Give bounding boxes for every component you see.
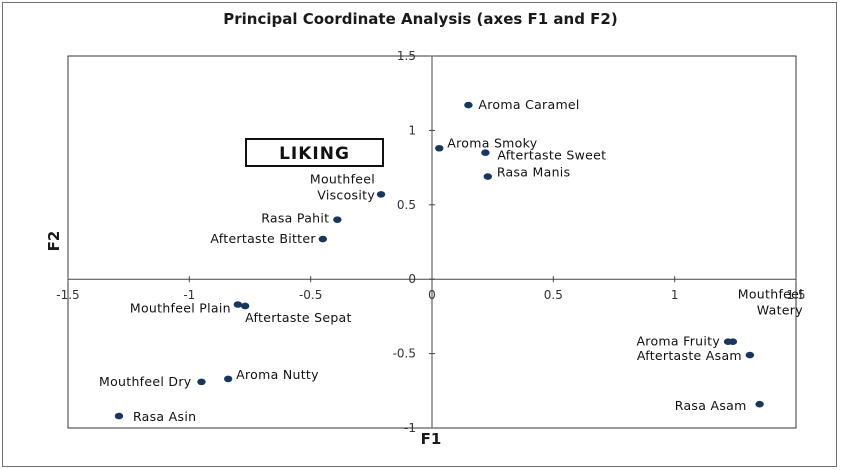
point-rasa-manis: [483, 173, 493, 180]
point-label-rasa-asin: Rasa Asin: [133, 409, 196, 424]
point-mouthfeel-dry: [197, 378, 206, 386]
point-label-aroma-smoky: Aroma Smoky: [447, 135, 537, 150]
point-label-mouthfeel-dry: Mouthfeel Dry: [99, 374, 192, 389]
x-tick-label: 0.5: [544, 288, 563, 302]
liking-annotation: LIKING: [245, 138, 384, 167]
chart-title: Principal Coordinate Analysis (axes F1 a…: [223, 10, 618, 28]
y-tick-label: -0.5: [393, 347, 416, 361]
point-aroma-smoky: [435, 144, 444, 152]
point-label-aftertaste-sweet: Aftertaste Sweet: [497, 148, 606, 163]
y-tick-label: 1: [408, 123, 416, 137]
point-aftertaste-asam: [745, 351, 755, 359]
point-label-aroma-fruity: Aroma Fruity: [636, 334, 720, 349]
point-aftertaste-bitter: [318, 235, 327, 243]
x-axis-label: F1: [421, 430, 442, 448]
point-label-aftertaste-sepat: Aftertaste Sepat: [245, 310, 352, 325]
y-tick-label: -1: [404, 421, 416, 435]
point-mouthfeel-viscosity: [376, 191, 386, 198]
point-label-aftertaste-bitter: Aftertaste Bitter: [210, 231, 316, 246]
point-rasa-asin: [114, 412, 124, 420]
point-aftertaste-sweet: [481, 149, 490, 157]
y-tick-label: 1.5: [397, 49, 416, 63]
y-tick-label: 0: [408, 272, 416, 286]
y-tick-label: 0.5: [397, 198, 416, 212]
point-label-aroma-nutty: Aroma Nutty: [236, 367, 319, 382]
point-label-rasa-pahit: Rasa Pahit: [261, 211, 329, 226]
point-label-rasa-asam: Rasa Asam: [675, 398, 747, 413]
point-aroma-fruity: [723, 338, 733, 345]
point-label-mouthfeel-viscosity: Mouthfeel Viscosity: [310, 171, 375, 202]
point-label-rasa-manis: Rasa Manis: [497, 165, 571, 180]
x-tick-label: 1.5: [786, 288, 805, 302]
x-tick-label: 1: [671, 288, 679, 302]
y-axis-label: F2: [45, 231, 63, 252]
x-tick-label: 0: [428, 288, 436, 302]
point-aftertaste-sepat: [240, 302, 250, 310]
liking-label: LIKING: [279, 144, 350, 164]
point-label-aftertaste-asam: Aftertaste Asam: [637, 348, 742, 363]
point-rasa-asam: [755, 400, 764, 408]
point-label-aroma-caramel: Aroma Caramel: [478, 97, 579, 112]
point-aroma-caramel: [464, 101, 473, 109]
x-tick-label: -1.5: [56, 288, 79, 302]
x-tick-label: -1: [183, 288, 195, 302]
point-aroma-nutty: [223, 375, 233, 383]
point-rasa-pahit: [333, 216, 342, 223]
point-mouthfeel-plain: [233, 301, 243, 308]
x-tick-label: -0.5: [299, 288, 322, 302]
point-label-mouthfeel-plain: Mouthfeel Plain: [130, 300, 231, 315]
point-label-mouthfeel-watery: Mouthfeel Watery: [738, 287, 803, 318]
